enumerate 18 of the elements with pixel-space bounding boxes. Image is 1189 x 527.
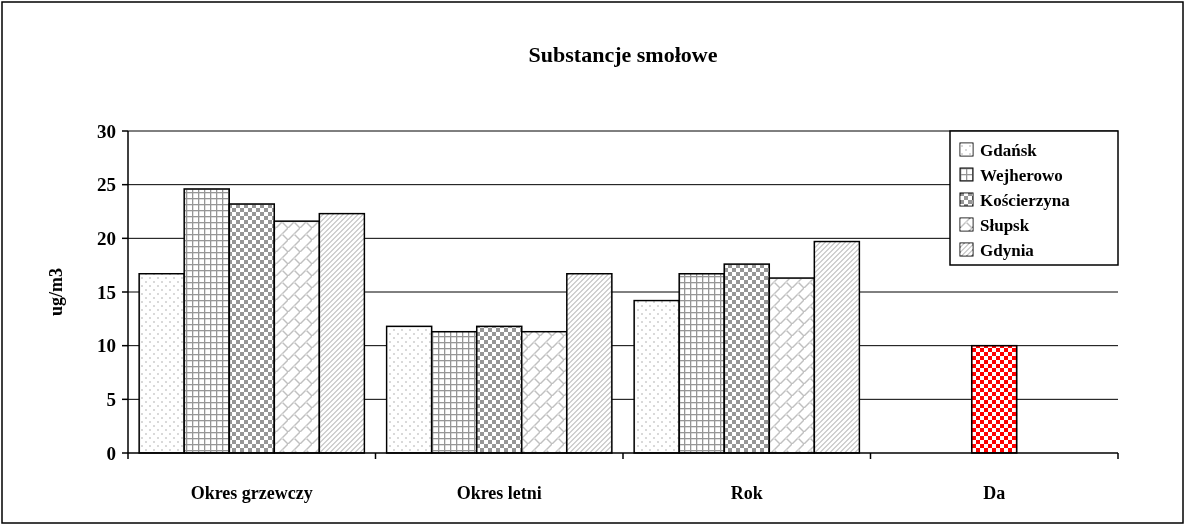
y-tick-label: 5	[106, 388, 116, 410]
legend-label: Słupsk	[980, 215, 1030, 235]
y-tick-label: 10	[97, 335, 116, 357]
y-tick-label: 0	[106, 442, 116, 464]
legend-label: Gdynia	[980, 240, 1035, 260]
x-tick-label: Rok	[730, 483, 763, 503]
y-tick-label: 20	[97, 227, 116, 249]
y-tick-label: 30	[97, 120, 116, 142]
legend-label: Gdańsk	[980, 140, 1038, 160]
legend-label: Kościerzyna	[980, 190, 1071, 210]
legend-label: Wejherowo	[980, 165, 1063, 185]
x-tick-label: Okres grzewczy	[190, 483, 313, 503]
x-tick-label: Okres letni	[456, 483, 542, 503]
y-axis-title: ug/m3	[46, 267, 66, 317]
chart-title: Substancje smołowe	[528, 42, 718, 67]
y-tick-label: 25	[97, 174, 116, 196]
y-tick-label: 15	[97, 281, 116, 303]
x-tick-label: Da	[983, 483, 1006, 503]
